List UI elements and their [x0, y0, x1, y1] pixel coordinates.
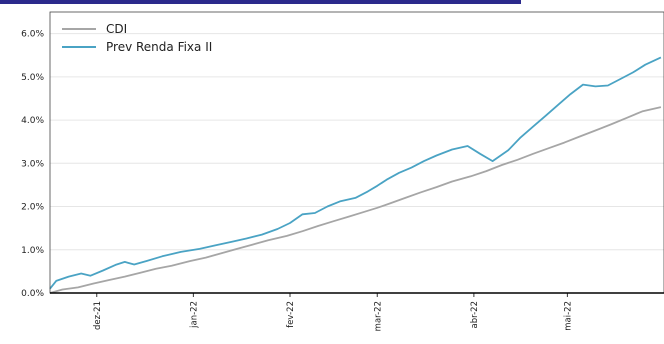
series-line-cdi: [49, 106, 662, 294]
series-lines: [49, 56, 662, 294]
y-tick-label: 5.0%: [21, 73, 44, 83]
y-tick-label: 1.0%: [21, 246, 44, 256]
x-tick-label: abr-22: [470, 301, 480, 328]
x-tick-label: dez-21: [93, 301, 103, 330]
x-tick-label: mai-22: [563, 301, 573, 331]
y-tick-label: 4.0%: [21, 116, 44, 126]
y-tick-label: 6.0%: [21, 30, 44, 40]
y-tick-label: 3.0%: [21, 159, 44, 169]
legend: CDI Prev Renda Fixa II: [62, 22, 212, 54]
y-tick-label: 0.0%: [21, 289, 44, 299]
legend-label: CDI: [106, 22, 127, 36]
x-tick-label: jan-22: [189, 301, 199, 329]
x-axis-ticks: dez-21 jan-22 fev-22 mar-22 abr-22 mai-22: [93, 293, 573, 331]
plot-frame: [49, 11, 664, 294]
x-tick-label: fev-22: [286, 301, 296, 328]
series-line-prev-renda-fixa-ii: [49, 56, 662, 290]
top-accent-bar: [0, 0, 521, 4]
y-tick-label: 2.0%: [21, 203, 44, 213]
x-tick-label: mar-22: [373, 301, 383, 331]
y-axis-ticks: 0.0% 1.0% 2.0% 3.0% 4.0% 5.0% 6.0%: [21, 30, 44, 299]
gridlines: [50, 33, 664, 251]
legend-label: Prev Renda Fixa II: [106, 40, 212, 54]
